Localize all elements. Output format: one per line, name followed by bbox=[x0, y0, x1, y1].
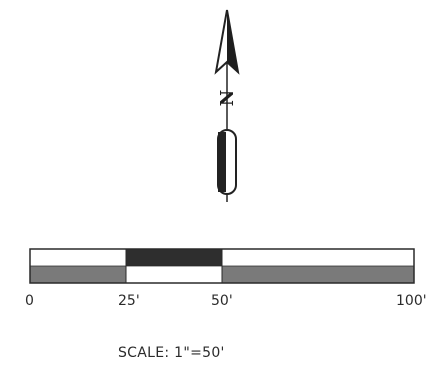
scale-caption: SCALE: 1"=50' bbox=[118, 345, 225, 361]
scale-label-100: 100' bbox=[396, 293, 427, 309]
scale-label-50: 50' bbox=[211, 293, 233, 309]
north-arrow-icon: N bbox=[214, 9, 240, 202]
scale-seg-bottom-0 bbox=[30, 266, 126, 283]
scale-seg-top-2 bbox=[222, 249, 414, 266]
scale-bar bbox=[29, 248, 415, 284]
scale-seg-top-0 bbox=[30, 249, 126, 266]
arrow-tail-shade bbox=[218, 132, 226, 192]
scale-label-25: 25' bbox=[118, 293, 140, 309]
arrow-head-shade bbox=[227, 10, 238, 72]
scale-seg-bottom-2 bbox=[222, 266, 414, 283]
scale-seg-top-1 bbox=[126, 249, 222, 266]
scale-label-0: 0 bbox=[25, 293, 34, 309]
scale-seg-bottom-1 bbox=[126, 266, 222, 283]
north-letter: N bbox=[217, 90, 238, 106]
